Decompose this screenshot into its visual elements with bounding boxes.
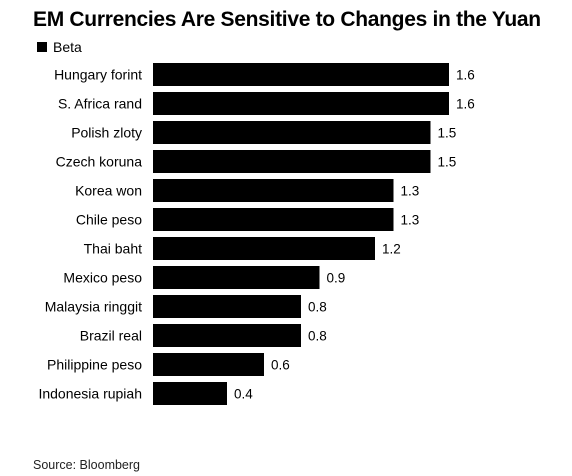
category-label: Malaysia ringgit bbox=[45, 299, 142, 315]
legend: Beta bbox=[37, 39, 82, 55]
bar bbox=[153, 266, 320, 289]
bar bbox=[153, 208, 394, 231]
legend-label: Beta bbox=[53, 39, 82, 55]
value-label: 0.9 bbox=[327, 271, 346, 286]
category-label: S. Africa rand bbox=[58, 96, 142, 112]
value-label: 1.5 bbox=[438, 155, 457, 170]
value-label: 1.6 bbox=[456, 68, 475, 83]
chart-title: EM Currencies Are Sensitive to Changes i… bbox=[33, 8, 541, 31]
category-label: Indonesia rupiah bbox=[38, 386, 142, 402]
value-label: 1.3 bbox=[401, 184, 420, 199]
bar bbox=[153, 295, 301, 318]
category-label: Thai baht bbox=[84, 241, 142, 257]
value-label: 1.3 bbox=[401, 213, 420, 228]
bar bbox=[153, 92, 449, 115]
bar bbox=[153, 237, 375, 260]
value-label: 1.6 bbox=[456, 97, 475, 112]
bar bbox=[153, 353, 264, 376]
bar bbox=[153, 63, 449, 86]
category-label: Philippine peso bbox=[47, 357, 142, 373]
bar bbox=[153, 121, 431, 144]
value-label: 1.2 bbox=[382, 242, 401, 257]
value-label: 0.8 bbox=[308, 329, 327, 344]
category-label: Mexico peso bbox=[63, 270, 142, 286]
category-label: Hungary forint bbox=[54, 67, 142, 83]
category-label: Korea won bbox=[75, 183, 142, 199]
value-label: 0.6 bbox=[271, 358, 290, 373]
category-label: Brazil real bbox=[80, 328, 142, 344]
bar bbox=[153, 150, 431, 173]
category-label: Chile peso bbox=[76, 212, 142, 228]
category-label: Czech koruna bbox=[56, 154, 143, 170]
value-label: 0.8 bbox=[308, 300, 327, 315]
legend-swatch bbox=[37, 42, 47, 52]
category-label: Polish zloty bbox=[71, 125, 142, 141]
bar bbox=[153, 179, 394, 202]
bar bbox=[153, 382, 227, 405]
value-label: 1.5 bbox=[438, 126, 457, 141]
bar bbox=[153, 324, 301, 347]
value-label: 0.4 bbox=[234, 387, 253, 402]
source-note: Source: Bloomberg bbox=[33, 458, 141, 472]
